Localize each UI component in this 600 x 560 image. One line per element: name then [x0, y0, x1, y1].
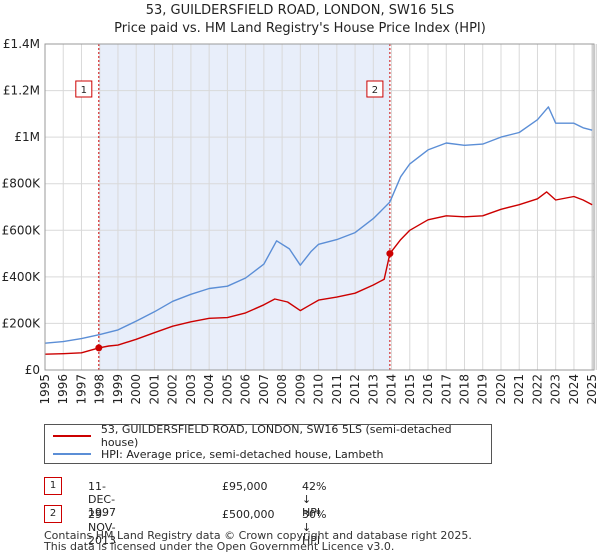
price-chart: 1 2 £0 £200K £400K £600K £800K £1M £1.2M £1.4M 199…: [2, 37, 600, 405]
hpi-line: [44, 106, 593, 344]
legend-swatch-property: [53, 435, 91, 437]
x-tick-label: 2019: [476, 374, 490, 405]
x-tick-label: 2024: [567, 374, 581, 405]
x-tick-label: 2011: [330, 374, 344, 405]
y-tick-label: £400K: [2, 270, 42, 284]
sale-marker-1: 1: [44, 477, 62, 495]
y-tick-label: £0: [25, 363, 40, 377]
x-tick-label: 1995: [38, 374, 52, 405]
footer-licence: This data is licensed under the Open Gov…: [44, 540, 395, 553]
x-tick-label: 2004: [202, 374, 216, 405]
y-tick-label: £600K: [2, 223, 42, 237]
property-price-line: [44, 191, 593, 355]
x-tick-label: 2003: [184, 374, 198, 405]
legend-swatch-hpi: [53, 453, 91, 455]
x-tick-label: 2005: [220, 374, 234, 405]
x-tick-label: 2017: [439, 374, 453, 405]
x-tick-label: 2002: [166, 374, 180, 405]
x-tick-label: 1998: [93, 374, 107, 405]
x-tick-label: 2012: [348, 374, 362, 405]
ownership-shading: [98, 44, 390, 370]
legend: 53, GUILDERSFIELD ROAD, LONDON, SW16 5LS…: [44, 423, 492, 464]
sale-marker-box: [75, 80, 93, 98]
sale-date: 29-NOV-2013: [88, 508, 116, 547]
sale-price: £500,000: [222, 508, 275, 521]
y-tick-label: £1M: [14, 130, 40, 144]
y-tick-label: £1.4M: [3, 37, 40, 51]
x-tick-label: 2020: [494, 374, 508, 405]
x-tick-label: 2008: [275, 374, 289, 405]
sale-hpi-delta: 30% ↓ HPI: [302, 508, 327, 547]
y-tick-label: £800K: [2, 177, 42, 191]
y-tick-label: £1.2M: [3, 84, 40, 98]
chart-subtitle: Price paid vs. HM Land Registry's House …: [114, 21, 486, 36]
x-tick-label: 2022: [530, 374, 544, 405]
x-tick-label: 2007: [257, 374, 271, 405]
x-tick-label: 2010: [312, 374, 326, 405]
x-tick-label: 2000: [129, 374, 143, 405]
legend-label-hpi: HPI: Average price, semi-detached house,…: [101, 447, 384, 461]
y-tick-label: £200K: [2, 316, 42, 330]
legend-label-property: 53, GUILDERSFIELD ROAD, LONDON, SW16 5LS…: [100, 423, 452, 449]
x-tick-label: 2018: [458, 374, 472, 405]
x-tick-label: 2009: [293, 374, 307, 405]
x-tick-label: 2001: [147, 374, 161, 405]
x-tick-label: 2006: [239, 374, 253, 405]
plot-frame: [44, 43, 595, 371]
x-tick-label: 1996: [56, 374, 70, 405]
chart-title: 53, GUILDERSFIELD ROAD, LONDON, SW16 5LS: [145, 3, 455, 18]
sale-date: 11-DEC-1997: [88, 480, 116, 519]
legend-item-hpi: HPI: Average price, semi-detached house,…: [53, 446, 383, 462]
sale-point: [95, 344, 103, 352]
footer-copyright: Contains HM Land Registry data © Crown c…: [44, 529, 472, 542]
sale-hpi-delta: 42% ↓ HPI: [302, 480, 327, 519]
sale-marker-2: 2: [44, 505, 62, 523]
sale-marker-label: 2: [372, 85, 378, 96]
footer: Contains HM Land Registry data © Crown c…: [44, 530, 472, 552]
x-tick-label: 2025: [585, 374, 599, 405]
x-tick-label: 1999: [111, 374, 125, 405]
x-tick-label: 2013: [366, 374, 380, 405]
sale-marker-label: 1: [81, 85, 87, 96]
x-tick-label: 2016: [421, 374, 435, 405]
x-tick-label: 1997: [74, 374, 88, 405]
x-tick-label: 2023: [549, 374, 563, 405]
sale-price: £95,000: [222, 480, 268, 493]
sale-marker-box: [366, 80, 384, 98]
legend-item-property: 53, GUILDERSFIELD ROAD, LONDON, SW16 5LS…: [53, 423, 491, 449]
x-tick-label: 2015: [403, 374, 417, 405]
x-tick-label: 2014: [385, 374, 399, 405]
sale-point: [386, 250, 394, 258]
x-tick-label: 2021: [512, 374, 526, 405]
